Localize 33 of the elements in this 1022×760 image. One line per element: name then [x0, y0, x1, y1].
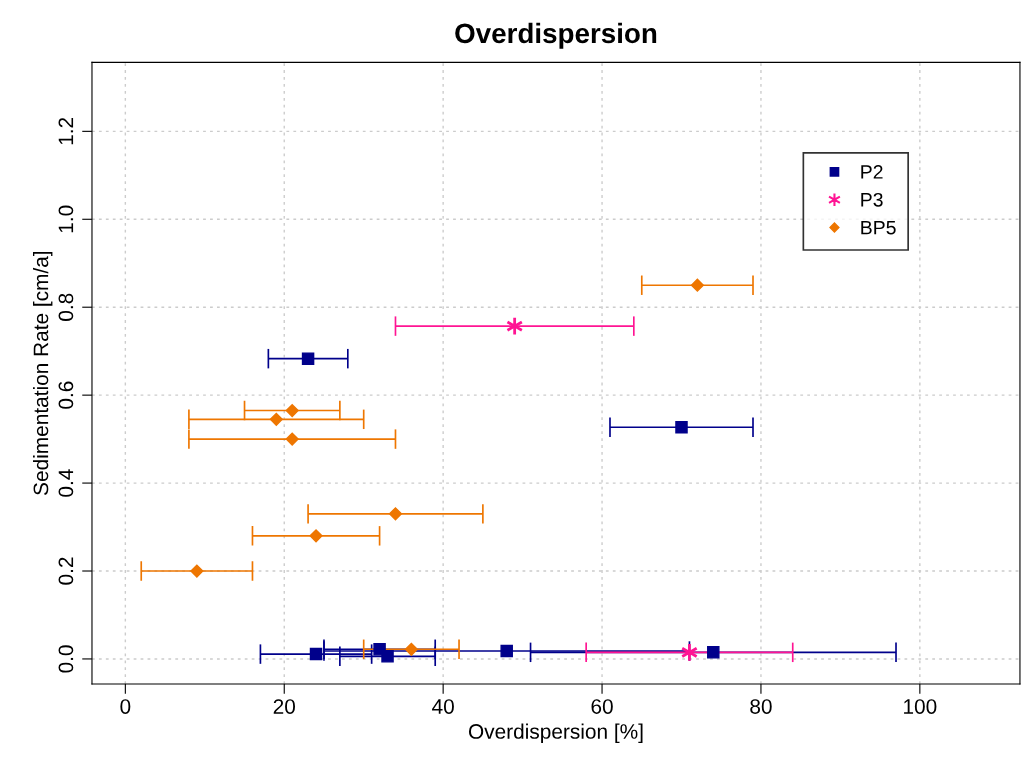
- x-tick-label: 20: [273, 699, 296, 714]
- point: [707, 646, 720, 659]
- x-tick-label: 0: [120, 699, 131, 714]
- point: [309, 647, 323, 661]
- point: [190, 564, 204, 578]
- point: [285, 432, 299, 446]
- y-tick-label: 0.4: [58, 469, 74, 497]
- point: [285, 403, 299, 418]
- legend-label: BP5: [861, 220, 896, 235]
- y-tick-label: 0.0: [58, 645, 74, 673]
- y-tick-label: 0.8: [58, 293, 74, 321]
- y-axis-title: Sedimentation Rate [cm/a]: [33, 251, 53, 495]
- point: [675, 420, 688, 434]
- y-tick-label: 1.2: [58, 117, 74, 145]
- point: [500, 644, 513, 658]
- x-axis-title: Overdispersion [%]: [468, 723, 643, 743]
- point: [269, 412, 283, 426]
- chart-title: Overdispersion: [455, 22, 657, 49]
- point: [301, 352, 315, 365]
- y-tick-label: 0.2: [58, 557, 74, 585]
- point: [404, 642, 418, 656]
- point: [690, 278, 704, 292]
- legend-label: P3: [861, 192, 883, 207]
- y-tick-label: 0.6: [58, 381, 74, 409]
- x-tick-label: 40: [432, 699, 454, 714]
- point: [309, 529, 323, 543]
- point: [381, 650, 394, 663]
- legend-label: P2: [861, 165, 883, 179]
- point: [388, 507, 403, 521]
- y-tick-label: 1.0: [58, 205, 74, 233]
- x-tick-label: 80: [750, 699, 772, 714]
- x-tick-label: 100: [904, 699, 937, 714]
- x-tick-label: 60: [591, 699, 613, 714]
